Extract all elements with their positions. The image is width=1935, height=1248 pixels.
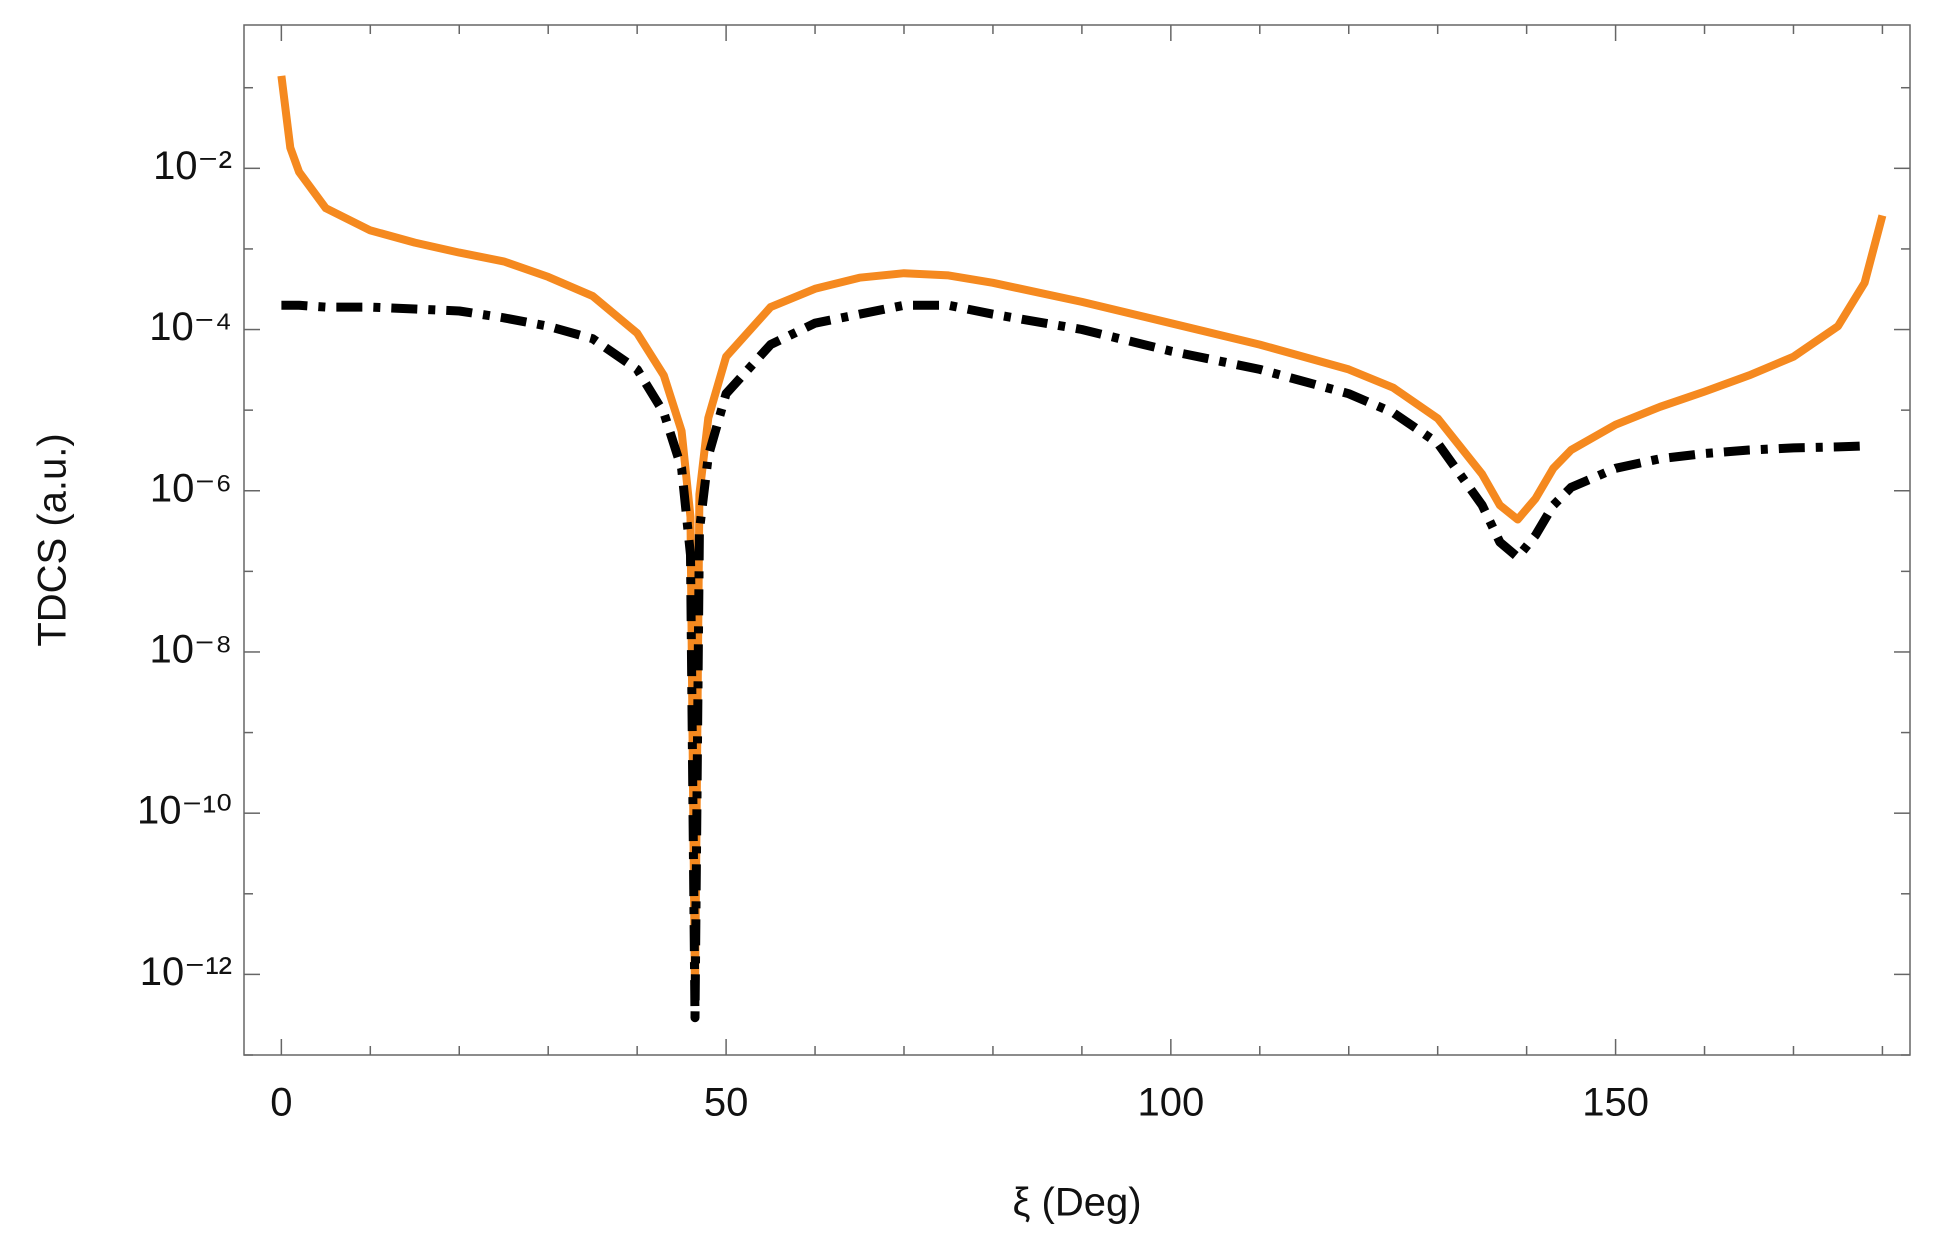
plot-frame: [243, 24, 1911, 1056]
data-line: [277, 75, 1887, 1003]
y-tick-label: 10⁻⁸: [150, 628, 232, 672]
y-axis-label: TDCS (a.u.): [31, 433, 75, 646]
x-axis-label: ξ (Deg): [1012, 1181, 1141, 1225]
x-tick-label: 0: [270, 1081, 292, 1125]
y-tick-label: 10⁻¹²: [140, 950, 232, 994]
x-tick-label: 50: [704, 1081, 749, 1125]
y-tick-label: 10⁻¹⁰: [137, 789, 232, 833]
x-tick-label: 150: [1582, 1081, 1649, 1125]
y-tick-label: 10⁻⁴: [149, 305, 232, 349]
data-line: [281, 300, 1865, 1023]
y-tick-label: 10⁻⁶: [150, 466, 232, 510]
y-tick-label: 10⁻²: [153, 144, 232, 188]
x-tick-label: 100: [1137, 1081, 1204, 1125]
